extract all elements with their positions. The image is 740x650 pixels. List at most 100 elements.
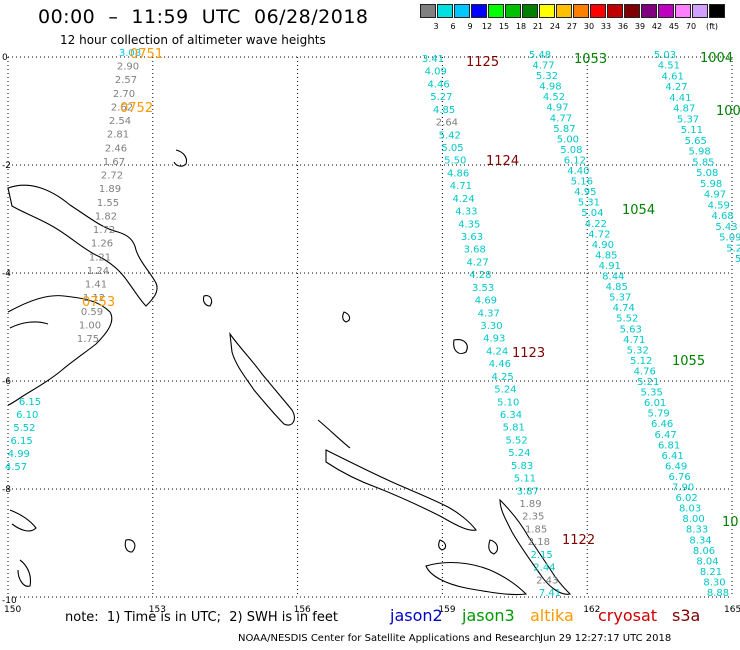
wave-height-label: 2.44 [533,563,555,574]
wave-height-label: 5.32 [536,71,558,82]
wave-height-label: 6.15 [19,397,41,408]
scale-swatch [437,4,453,18]
wave-height-label: 5.98 [700,179,722,190]
wave-height-label: 5.42 [439,130,461,141]
coastline-small-island-2 [453,339,468,355]
wave-height-label: 8.30 [703,577,725,588]
wave-height-labels: 3.08 2.90 2.57 2.70 2.62 2.54 2.81 2.46 1.67 2.72… [5,48,740,599]
wave-height-label: 1.24 [87,266,109,277]
wave-height-label: 5.08 [696,168,718,179]
wave-height-label: 4.95 [574,187,596,198]
coastline-choiseul [317,419,351,449]
x-tick-label: 153 [149,605,166,615]
wave-height-label: 5.24 [494,385,516,396]
scale-label: 30 [583,22,595,31]
wave-height-label: 1.75 [77,334,99,345]
scale-swatch [658,4,674,18]
coastline-isabel [325,449,477,531]
wave-height-label: 1.72 [93,225,115,236]
wave-height-label: 2.54 [109,116,131,127]
wave-height-label: 6.02 [675,493,697,504]
wave-height-label: 6.47 [655,430,677,441]
wave-height-label: 4.57 [5,462,27,473]
pass-time-label: 1123 [512,346,545,361]
wave-height-label: 3.08 [119,48,141,59]
pass-time-label: 0752 [120,101,153,116]
wave-height-label: 4.71 [450,181,472,192]
wave-height-label: 8.34 [689,535,711,546]
wave-height-label: 4.35 [458,219,480,230]
coastline-small-island-8 [438,539,447,551]
x-tick-label: 159 [438,605,455,615]
scale-swatch [624,4,640,18]
scale-swatch [522,4,538,18]
wave-height-label: 5.37 [677,114,699,125]
wave-height-label: 5.37 [609,293,631,304]
scale-label: 33 [600,22,612,31]
wave-height-label: 6.34 [500,410,522,421]
wave-height-label: 5.24 [508,448,530,459]
wave-height-label: 5.03 [654,50,676,61]
x-tick-label: 150 [4,605,21,615]
scale-label: 3 [433,22,439,31]
scale-label: 45 [668,22,680,31]
scale-label: 27 [566,22,578,31]
pass-time-label: 0751 [130,47,163,62]
wave-height-label: 1.21 [89,252,111,263]
wave-height-label: 5.32 [627,345,649,356]
wave-height-label: 1.82 [95,211,117,222]
x-tick-label: 162 [583,605,600,615]
units-note: note: 1) Time is in UTC; 2) SWH is in fe… [65,610,338,625]
pass-time-label: 10 [722,515,739,530]
wave-height-label: 6.81 [658,440,680,451]
coastline-guadalcanal [425,562,528,596]
axis-ticks: 150 153 156 159 162 165 0 -2 -4 -6 -8 -10 [2,53,740,615]
wave-height-label: 1.00 [79,320,101,331]
pass-time-label: 0753 [82,295,115,310]
wave-height-label: 2.43 [536,575,558,586]
wave-height-label: 5.48 [529,50,551,61]
scale-label: 70 [685,22,697,31]
wave-height-label: 6.41 [661,451,683,462]
wave-height-label: 5.87 [553,124,575,135]
wave-height-label: 4.28 [469,270,491,281]
wave-height-label: 4.99 [8,449,30,460]
wave-height-label: 8.00 [682,514,704,525]
wave-height-label: 4.77 [532,61,554,72]
scale-swatch [454,4,470,18]
wave-height-label: 5.79 [648,409,670,420]
wave-height-label: 2.72 [101,171,123,182]
pass-time-label: 1053 [574,52,607,67]
wave-height-label: 4.87 [673,104,695,115]
scale-label: 15 [498,22,510,31]
wave-height-label: 5.52 [616,314,638,325]
y-tick-label: -8 [2,485,11,495]
wave-height-label: 2.18 [528,537,550,548]
scale-label: 24 [549,22,561,31]
wave-height-label: 4.37 [478,308,500,319]
scale-swatch [709,4,725,18]
scale-swatch [641,4,657,18]
wave-height-label: 3.87 [517,486,539,497]
wave-height-label: 1.41 [85,280,107,291]
scale-swatch [607,4,623,18]
wave-height-label: 5.05 [441,143,463,154]
wave-height-label: 4.61 [662,71,684,82]
coastline-small-island-7 [17,559,32,587]
wave-height-label: 4.46 [427,79,449,90]
wave-height-label: 2.90 [117,62,139,73]
coastlines [7,149,572,596]
wave-height-label: 4.09 [425,67,447,78]
wave-height-label: 1.12 [83,293,105,304]
scale-swatch [488,4,504,18]
wave-height-label: 8.04 [696,556,718,567]
wave-height-label: 5.21 [637,377,659,388]
scale-label: 42 [651,22,663,31]
map-title: 00:00 – 11:59 UTC 06/28/2018 [38,6,369,28]
coastline-small-island-1 [173,149,188,167]
wave-height-label: 6.01 [644,398,666,409]
wave-height-label: 8.44 [602,272,624,283]
wave-height-label: 6.46 [651,419,673,430]
wave-height-label: 6.49 [665,461,687,472]
wave-height-label: 5.35 [641,388,663,399]
